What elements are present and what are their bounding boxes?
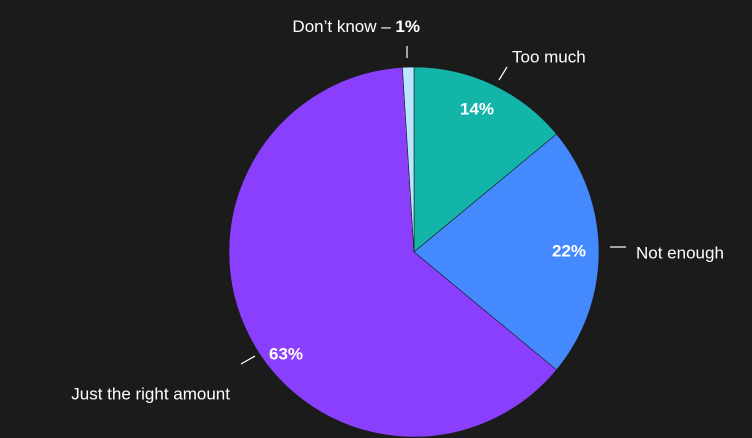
category-label-not-enough: Not enough [636, 243, 724, 262]
slice-value-label-don-t-know: 1% [395, 17, 420, 36]
slice-value-label-just-the-right-amount: 63% [269, 344, 303, 363]
slices-layer [228, 66, 600, 438]
slice-value-label-too-much: 14% [460, 99, 494, 118]
category-label-too-much: Too much [512, 47, 586, 66]
pie-slice-don-t-know [402, 66, 415, 253]
leader-line-too-much [498, 66, 508, 81]
leader-line-just-the-right-amount [240, 355, 256, 365]
slice-value-label-not-enough: 22% [552, 241, 586, 260]
category-label-just-the-right-amount: Just the right amount [71, 384, 230, 403]
pie-slice-just-the-right-amount [228, 67, 557, 438]
category-label-don-t-know: Don’t know – 1% [292, 17, 420, 36]
labels-layer: 14% Too much 22% Not enough 63% Just the righ… [71, 17, 724, 403]
pie-slice-too-much [413, 66, 557, 253]
pie-slice-not-enough [413, 133, 600, 371]
